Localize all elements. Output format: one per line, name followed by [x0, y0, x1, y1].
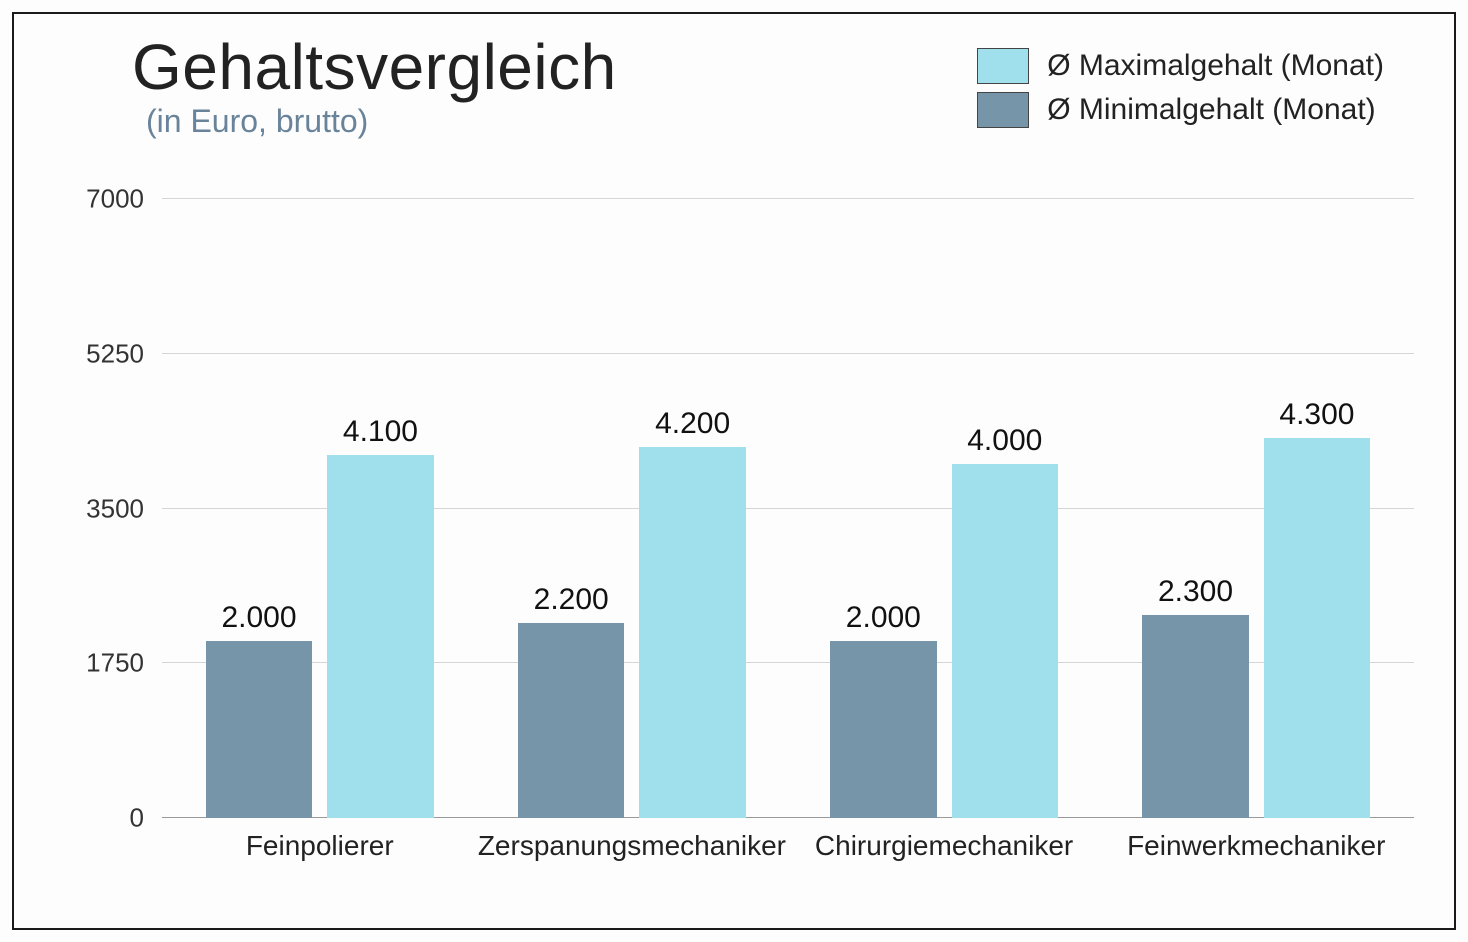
category-label: Zerspanungsmechaniker: [478, 830, 786, 862]
bar-max: 4.100: [327, 455, 433, 818]
legend-swatch-min: [977, 92, 1029, 128]
bar-min: 2.300: [1142, 615, 1248, 818]
gridline: [162, 198, 1414, 199]
bar-max: 4.300: [1264, 438, 1370, 818]
chart-plot-area: 017503500525070002.0004.100Feinpolierer2…: [162, 199, 1414, 818]
bar-min: 2.000: [206, 641, 312, 818]
bar-value-label: 4.200: [586, 407, 799, 441]
bar-min: 2.200: [518, 623, 624, 818]
bar-value-label: 4.300: [1211, 398, 1424, 432]
legend-item-max: Ø Maximalgehalt (Monat): [977, 48, 1384, 84]
bar-min: 2.000: [830, 641, 936, 818]
y-axis-label: 0: [130, 803, 144, 834]
chart-inner-frame: Gehaltsvergleich (in Euro, brutto) Ø Max…: [12, 12, 1456, 930]
legend-label-max: Ø Maximalgehalt (Monat): [1047, 49, 1384, 83]
legend-label-min: Ø Minimalgehalt (Monat): [1047, 93, 1375, 127]
bar-max: 4.200: [639, 447, 745, 818]
bar-value-label: 4.000: [898, 424, 1111, 458]
chart-outer-frame: Gehaltsvergleich (in Euro, brutto) Ø Max…: [0, 0, 1468, 942]
category-label: Chirurgiemechaniker: [815, 830, 1073, 862]
bar-max: 4.000: [952, 464, 1058, 818]
chart-title-block: Gehaltsvergleich (in Euro, brutto): [132, 34, 617, 140]
chart-legend: Ø Maximalgehalt (Monat) Ø Minimalgehalt …: [977, 48, 1384, 136]
gridline: [162, 353, 1414, 354]
chart-subtitle: (in Euro, brutto): [146, 103, 617, 140]
y-axis-label: 7000: [86, 184, 144, 215]
chart-title: Gehaltsvergleich: [132, 34, 617, 101]
category-label: Feinwerkmechaniker: [1127, 830, 1385, 862]
y-axis-label: 3500: [86, 493, 144, 524]
bar-value-label: 4.100: [274, 415, 487, 449]
category-label: Feinpolierer: [246, 830, 394, 862]
legend-item-min: Ø Minimalgehalt (Monat): [977, 92, 1384, 128]
y-axis-label: 5250: [86, 338, 144, 369]
y-axis-label: 1750: [86, 648, 144, 679]
legend-swatch-max: [977, 48, 1029, 84]
